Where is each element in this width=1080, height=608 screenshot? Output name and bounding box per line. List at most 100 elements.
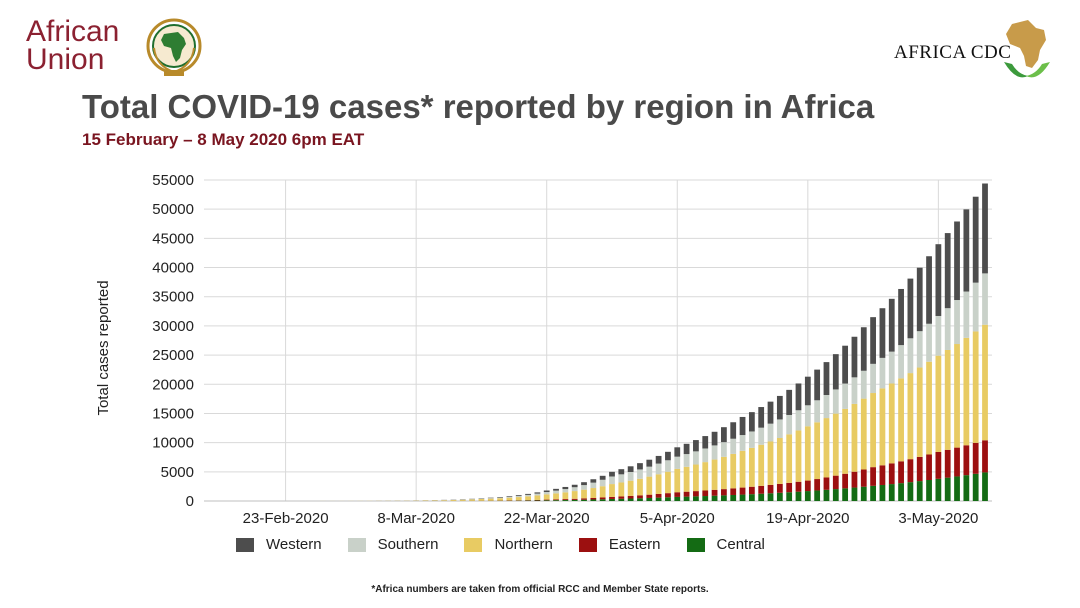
bar-segment-eastern [637, 495, 643, 499]
bar-segment-western [954, 221, 960, 301]
bar-segment-central [665, 497, 671, 501]
bar-segment-central [637, 498, 643, 501]
bar-segment-southern [571, 487, 578, 492]
bar-segment-western [609, 471, 615, 477]
bar-segment-eastern [916, 456, 923, 482]
legend-item-western: Western [236, 536, 322, 553]
bar-segment-southern [637, 469, 643, 479]
bar-segment-northern [599, 486, 606, 498]
bar-segment-southern [525, 494, 531, 497]
bar-segment-central [711, 495, 718, 501]
bar-segment-southern [497, 497, 503, 499]
y-tick-label: 0 [186, 493, 194, 510]
footnote: *Africa numbers are taken from official … [371, 584, 709, 595]
bar-segment-eastern [795, 481, 802, 492]
bar-segment-northern [581, 489, 587, 499]
bar-segment-central [571, 499, 578, 501]
bar-segment-northern [450, 499, 457, 501]
bar-segment-western [702, 436, 709, 449]
bar-segment-western [823, 362, 830, 396]
bar-segment-central [879, 484, 886, 501]
bar-segment-northern [683, 466, 690, 492]
bar-segment-southern [590, 482, 597, 489]
bar-segment-northern [926, 361, 932, 455]
legend-swatch-eastern [578, 537, 597, 552]
bar-segment-central [916, 481, 923, 501]
african-union-logo: African Union [26, 14, 202, 84]
bar-segment-southern [814, 400, 821, 423]
bar-segment-eastern [609, 496, 615, 499]
bar-segment-central [553, 500, 559, 501]
bar-segment-western [926, 256, 932, 324]
bar-segment-eastern [842, 473, 849, 489]
bar-segment-northern [795, 430, 802, 482]
bar-segment-southern [851, 377, 858, 404]
bar-segment-central [739, 494, 746, 501]
bar-segment-western [590, 479, 597, 483]
bar-segment-southern [795, 410, 802, 431]
bar-segment-western [543, 490, 550, 493]
bar-segment-southern [515, 495, 522, 498]
bar-segment-northern [711, 459, 718, 490]
bar-segment-eastern [702, 490, 709, 497]
y-tick-label: 10000 [152, 435, 194, 452]
bar-segment-eastern [814, 479, 821, 491]
bar-segment-western [674, 447, 681, 457]
bar-segment-western [916, 267, 923, 332]
bar-segment-northern [646, 476, 653, 495]
bar-segment-western [842, 345, 849, 384]
bar-segment-eastern [721, 489, 727, 496]
bar-segment-northern [842, 408, 849, 474]
bar-segment-eastern [618, 496, 625, 499]
bar-segment-central [767, 493, 774, 501]
bar-segment-northern [748, 447, 755, 487]
bar-segment-western [618, 469, 625, 475]
bar-segment-southern [954, 300, 960, 345]
y-tick-label: 35000 [152, 289, 194, 306]
chart-title: Total COVID-19 cases* reported by region… [82, 88, 875, 125]
bar-segment-central [693, 496, 699, 501]
bar-segment-western [515, 495, 522, 496]
bar-segment-northern [786, 434, 793, 483]
bar-segment-western [832, 354, 839, 390]
bar-segment-eastern [767, 484, 774, 494]
bar-segment-eastern [954, 447, 960, 477]
bar-segment-southern [702, 448, 709, 463]
bar-segment-eastern [963, 445, 970, 476]
bar-segment-southern [627, 471, 634, 481]
bar-segment-central [562, 500, 569, 501]
bar-segment-northern [693, 464, 699, 492]
bar-segment-northern [832, 413, 839, 476]
bar-segment-northern [954, 344, 960, 448]
bar-segment-northern [618, 482, 625, 497]
bar-segment-western [730, 422, 737, 439]
bar-segment-eastern [972, 442, 979, 474]
legend-label-central: Central [716, 536, 765, 553]
bar-segment-northern [571, 491, 578, 499]
bar-segment-central [944, 477, 951, 501]
y-tick-label: 25000 [152, 347, 194, 364]
bar-segment-southern [804, 405, 811, 427]
bar-segment-central [758, 493, 765, 501]
bar-segment-eastern [907, 459, 914, 483]
bar-segment-central [534, 500, 541, 501]
bar-segment-northern [907, 373, 914, 460]
bar-segment-southern [748, 431, 755, 448]
x-tick-label: 19-Apr-2020 [766, 510, 849, 527]
y-tick-label: 20000 [152, 376, 194, 393]
bar-segment-northern [916, 367, 923, 457]
bar-segment-southern [739, 435, 746, 451]
bar-segment-central [748, 494, 755, 501]
bar-segment-southern [982, 273, 988, 325]
bar-segment-northern [506, 497, 513, 501]
bar-segment-southern [721, 442, 727, 457]
bar-segment-northern [814, 422, 821, 480]
bar-segment-central [935, 478, 942, 501]
bar-segment-southern [646, 466, 653, 477]
bar-segment-northern [851, 403, 858, 472]
y-tick-label: 55000 [152, 172, 194, 189]
bar-segment-eastern [553, 499, 559, 501]
bar-segment-southern [926, 323, 932, 362]
bar-segment-central [646, 497, 653, 501]
bar-segment-northern [944, 349, 951, 450]
